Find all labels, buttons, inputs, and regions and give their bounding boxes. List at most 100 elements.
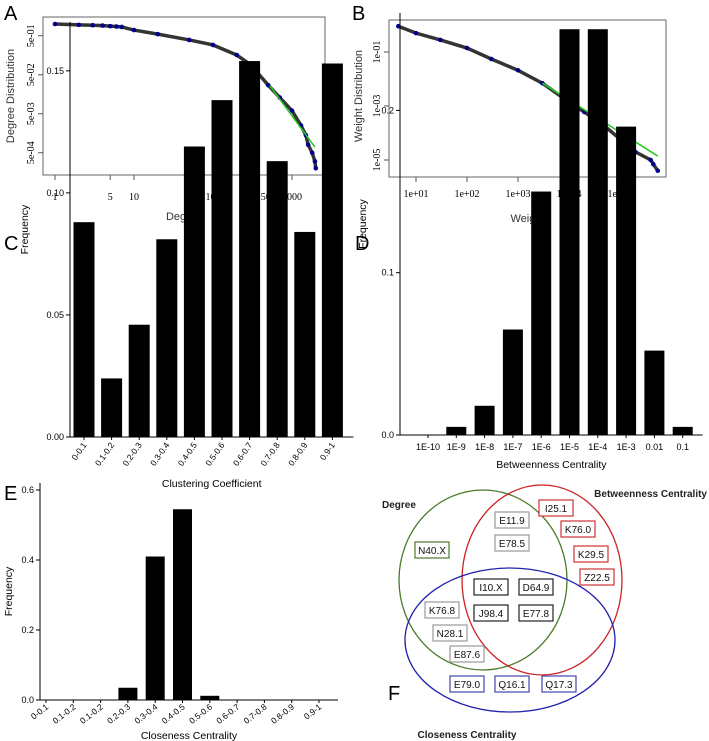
x-tick-label: 0.5-0.6 [203, 440, 227, 468]
venn-item-box [449, 675, 485, 693]
venn-item-label: E11.9 [499, 516, 525, 527]
panel-label-f: F [388, 683, 400, 705]
y-tick-label: 0.4 [21, 555, 34, 565]
venn-item-box [560, 520, 596, 538]
venn-set-label: Degree [382, 500, 416, 511]
x-tick-label: 1E-4 [588, 442, 607, 452]
venn-item-label: E79.0 [454, 680, 481, 691]
y-axis-label: Weight Distribution [353, 50, 365, 142]
data-point [648, 157, 654, 163]
bar [294, 231, 316, 437]
data-point [515, 68, 521, 73]
x-tick-label: 0.4-0.5 [160, 702, 187, 726]
data-point [655, 168, 661, 174]
x-tick-label: 1E-8 [475, 442, 494, 452]
data-point [76, 22, 82, 28]
y-tick-label: 0.00 [46, 432, 64, 442]
venn-item-box [432, 624, 468, 642]
y-tick-label: 0.1 [381, 268, 394, 278]
data-point [489, 56, 494, 62]
bar [145, 556, 165, 700]
bar [183, 146, 205, 437]
x-tick-label: 0.6-0.7 [231, 440, 255, 468]
y-tick-label: 0.2 [21, 625, 34, 635]
venn-item-label: I25.1 [545, 504, 568, 515]
x-tick-label: 0.9-1 [318, 440, 337, 462]
x-tick-label: 0.1-0.2 [51, 702, 78, 726]
x-tick-label: 0.3-0.4 [132, 702, 159, 726]
bar [118, 687, 138, 700]
panel-label-c: C [4, 233, 18, 255]
bar [211, 100, 233, 437]
x-tick-label: 5 [108, 192, 113, 203]
bar [101, 378, 123, 437]
x-tick-label: 0.4-0.5 [176, 440, 200, 468]
venn-item-box [518, 604, 554, 622]
data-point [305, 142, 311, 148]
venn-item-label: K76.0 [565, 525, 592, 536]
venn-item-label: E78.5 [499, 539, 526, 550]
x-tick-label: 1 [53, 192, 58, 203]
panel-label-e: E [4, 483, 17, 505]
bar [200, 695, 220, 700]
x-tick-label: 0-0.1 [69, 440, 88, 462]
bar [644, 350, 665, 435]
x-tick-label: 0.2-0.3 [120, 440, 144, 468]
plot-frame [388, 19, 667, 178]
bar [239, 61, 261, 437]
venn-set-label: Betweenness Centrality [594, 489, 707, 500]
data-point [210, 42, 216, 48]
x-tick-label: 0.1 [676, 442, 689, 452]
venn-item-label: N28.1 [437, 629, 464, 640]
x-tick-label: 1E-3 [617, 442, 636, 452]
x-tick-label: 0.3-0.4 [148, 440, 172, 468]
x-tick-label: 1000 [282, 192, 302, 203]
venn-set-3 [404, 567, 616, 713]
x-tick-label: 0.7-0.8 [258, 440, 282, 468]
data-point [131, 27, 137, 33]
y-tick-label: 5e-02 [26, 63, 37, 86]
venn-item-label: N40.X [418, 546, 446, 557]
venn-item-box [449, 645, 485, 663]
x-tick-label: 0.8-0.9 [269, 702, 296, 726]
venn-item-label: J98.4 [479, 609, 504, 620]
venn-item-box [538, 499, 574, 517]
data-point [396, 23, 401, 29]
x-tick-label: 1E-6 [532, 442, 551, 452]
data-point [52, 21, 58, 27]
data-point [119, 24, 125, 30]
x-tick-label: 1E-10 [416, 442, 440, 452]
x-tick-label: 1E-9 [447, 442, 466, 452]
venn-item-label: Q16.1 [498, 680, 526, 691]
chart-C: 0.00 0.05 0.10 0.15 0-0.1 0.1-0.2 0.2-0.3 0.3-0… [19, 22, 354, 490]
x-tick-label: 0.6-0.7 [214, 702, 241, 726]
x-tick-label: 0.5-0.6 [187, 702, 214, 726]
y-tick-label: 0.0 [381, 430, 394, 440]
venn-item-box [518, 578, 554, 596]
bar [502, 329, 523, 435]
x-axis-label: Clustering Coefficient [162, 478, 262, 490]
y-axis-label: Frequency [3, 566, 15, 616]
panel-label-d: D [355, 233, 369, 255]
chart-A: 15105010050010005e-015e-025e-035e-04Degr… [5, 16, 326, 223]
y-tick-label: 1e-03 [372, 95, 383, 118]
x-tick-label: 1e+01 [403, 189, 428, 200]
venn-item-label: K76.8 [429, 606, 456, 617]
y-axis-label: Frequency [19, 204, 31, 254]
venn-item-label: Z22.5 [584, 573, 610, 584]
y-tick-label: 0.0 [21, 695, 34, 705]
x-tick-label: 0.1-0.2 [78, 702, 105, 726]
data-point [234, 52, 240, 58]
x-tick-label: 0.7-0.8 [242, 702, 269, 726]
y-axis-label: Frequency [357, 198, 369, 248]
y-tick-label: 5e-01 [26, 24, 37, 47]
bar [446, 426, 467, 435]
data-point [114, 24, 119, 29]
x-tick-label: 0.8-0.9 [286, 440, 310, 468]
bar [616, 126, 637, 435]
venn-item-box [579, 568, 615, 586]
x-tick-label: 0.9-1 [302, 702, 324, 722]
venn-item-box [424, 601, 460, 619]
y-tick-label: 0.6 [21, 485, 34, 495]
data-point [438, 37, 443, 43]
